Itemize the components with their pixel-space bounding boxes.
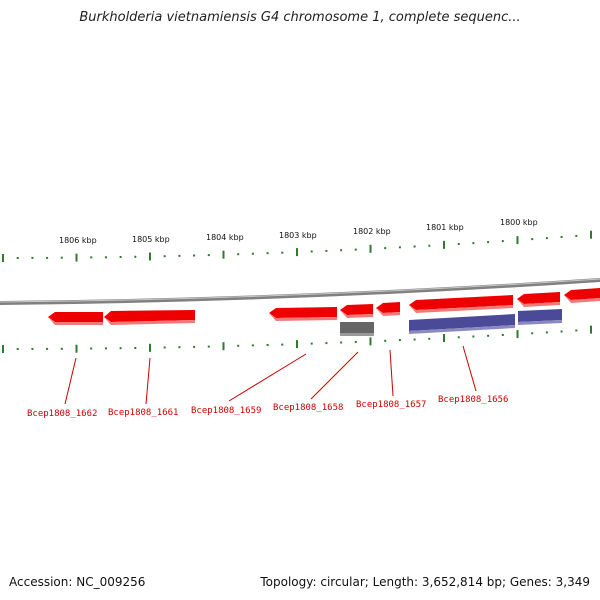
gene-label-1661: Bcep1808_1661 <box>108 408 178 418</box>
gene-bcep1808-1661[interactable] <box>104 310 195 325</box>
gene-forward-7[interactable] <box>517 292 560 307</box>
chromosome-backbone <box>0 278 600 305</box>
chromosome-backbone-highlight <box>0 278 600 303</box>
gene-bcep1808-1657[interactable] <box>376 302 400 316</box>
gene-forward-8[interactable] <box>564 288 600 303</box>
genome-summary-text: Topology: circular; Length: 3,652,814 bp… <box>260 575 590 589</box>
scale-label-1804: 1804 kbp <box>206 233 244 242</box>
gene-label-1662: Bcep1808_1662 <box>27 409 97 419</box>
gene-reverse-blue-2[interactable] <box>518 309 562 325</box>
gene-bcep1808-1656[interactable] <box>409 295 513 313</box>
gene-label-connectors <box>64 345 477 405</box>
accession-text: Accession: NC_009256 <box>9 575 146 589</box>
forward-strand-genes <box>48 288 600 325</box>
gene-rna-grey[interactable] <box>340 322 374 336</box>
scale-label-1803: 1803 kbp <box>279 231 317 240</box>
gene-reverse-blue-1[interactable] <box>409 314 515 334</box>
outer-scale-ticks <box>2 230 592 262</box>
gene-label-1656: Bcep1808_1656 <box>438 395 508 405</box>
gene-bcep1808-1658[interactable] <box>340 304 373 318</box>
gene-label-1659: Bcep1808_1659 <box>191 406 261 416</box>
scale-label-1800: 1800 kbp <box>500 218 538 227</box>
scale-label-1805: 1805 kbp <box>132 235 170 244</box>
reverse-strand-genes <box>340 309 562 336</box>
scale-label-1806: 1806 kbp <box>59 236 97 245</box>
gene-bcep1808-1662[interactable] <box>48 312 103 325</box>
gene-label-1657: Bcep1808_1657 <box>356 400 426 410</box>
scale-label-1802: 1802 kbp <box>353 227 391 236</box>
scale-label-1801: 1801 kbp <box>426 223 464 232</box>
gene-label-1658: Bcep1808_1658 <box>273 403 343 413</box>
map-title: Burkholderia vietnamiensis G4 chromosome… <box>79 10 521 25</box>
inner-scale-ticks <box>2 325 592 353</box>
gene-bcep1808-1659[interactable] <box>269 307 337 321</box>
